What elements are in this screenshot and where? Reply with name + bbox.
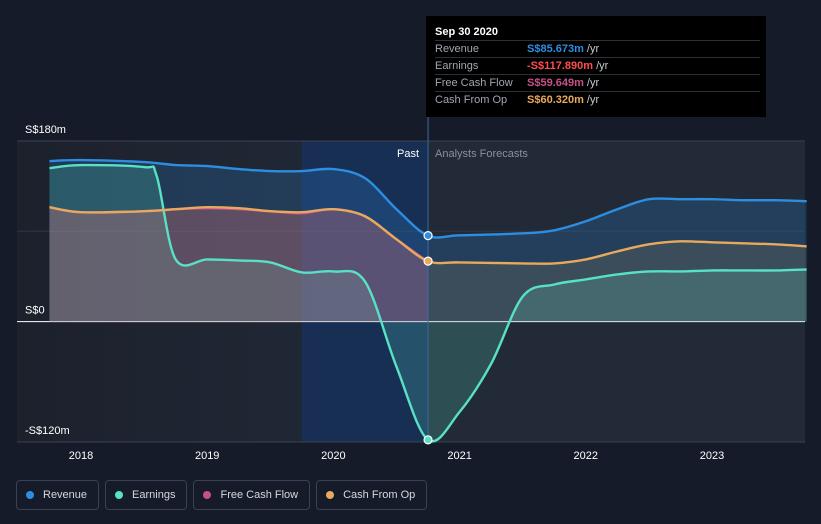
x-tick-label: 2023 [700, 450, 724, 462]
legend-item-free-cash-flow[interactable]: Free Cash Flow [193, 480, 311, 510]
tooltip-row-earnings: Earnings -S$117.890m/yr [435, 57, 760, 75]
legend-label: Cash From Op [343, 489, 416, 501]
x-tick-label: 2020 [321, 450, 345, 462]
tooltip-label: Revenue [435, 43, 480, 55]
legend-label: Free Cash Flow [220, 489, 299, 501]
forecast-label: Analysts Forecasts [435, 148, 528, 160]
x-tick-label: 2021 [447, 450, 471, 462]
tooltip-value: S$60.320m/yr [527, 94, 600, 106]
x-tick-label: 2018 [69, 450, 93, 462]
y-tick-label: -S$120m [25, 425, 70, 437]
recent-highlight [301, 141, 429, 442]
legend-item-earnings[interactable]: Earnings [105, 480, 188, 510]
revenue-dot-icon [26, 491, 34, 499]
legend-item-revenue[interactable]: Revenue [16, 480, 100, 510]
legend-label: Revenue [43, 489, 88, 501]
tooltip-value: S$85.673m/yr [527, 43, 600, 55]
y-tick-label: S$180m [25, 124, 66, 136]
tooltip-value: -S$117.890m/yr [527, 60, 609, 72]
tooltip-row-revenue: Revenue S$85.673m/yr [435, 40, 760, 58]
x-tick-label: 2019 [195, 450, 219, 462]
legend-item-cash-from-op[interactable]: Cash From Op [316, 480, 428, 510]
free-cash-flow-dot-icon [203, 491, 212, 499]
y-tick-label: S$0 [25, 305, 45, 317]
tooltip: Sep 30 2020 Revenue S$85.673m/yr Earning… [426, 16, 766, 117]
earnings-marker[interactable] [423, 435, 433, 445]
earnings-line [49, 163, 807, 443]
tooltip-date: Sep 30 2020 [435, 26, 498, 38]
x-tick-label: 2022 [574, 450, 598, 462]
tooltip-label: Cash From Op [435, 94, 508, 106]
tooltip-value: S$59.649m/yr [527, 77, 600, 89]
cash-from-op-marker[interactable] [423, 256, 433, 266]
revenue-marker[interactable] [423, 231, 433, 241]
earnings-dot-icon [115, 491, 124, 499]
free-cash-flow-area [49, 207, 429, 322]
past-label: Past [397, 148, 419, 160]
tooltip-label: Earnings [435, 60, 479, 72]
legend: Revenue Earnings Free Cash Flow Cash Fro… [16, 480, 428, 510]
tooltip-label: Free Cash Flow [435, 77, 513, 89]
tooltip-row-fcf: Free Cash Flow S$59.649m/yr [435, 74, 760, 92]
tooltip-row-cfo: Cash From Op S$60.320m/yr [435, 91, 760, 109]
legend-label: Earnings [132, 489, 176, 501]
cash-from-op-dot-icon [326, 491, 335, 499]
